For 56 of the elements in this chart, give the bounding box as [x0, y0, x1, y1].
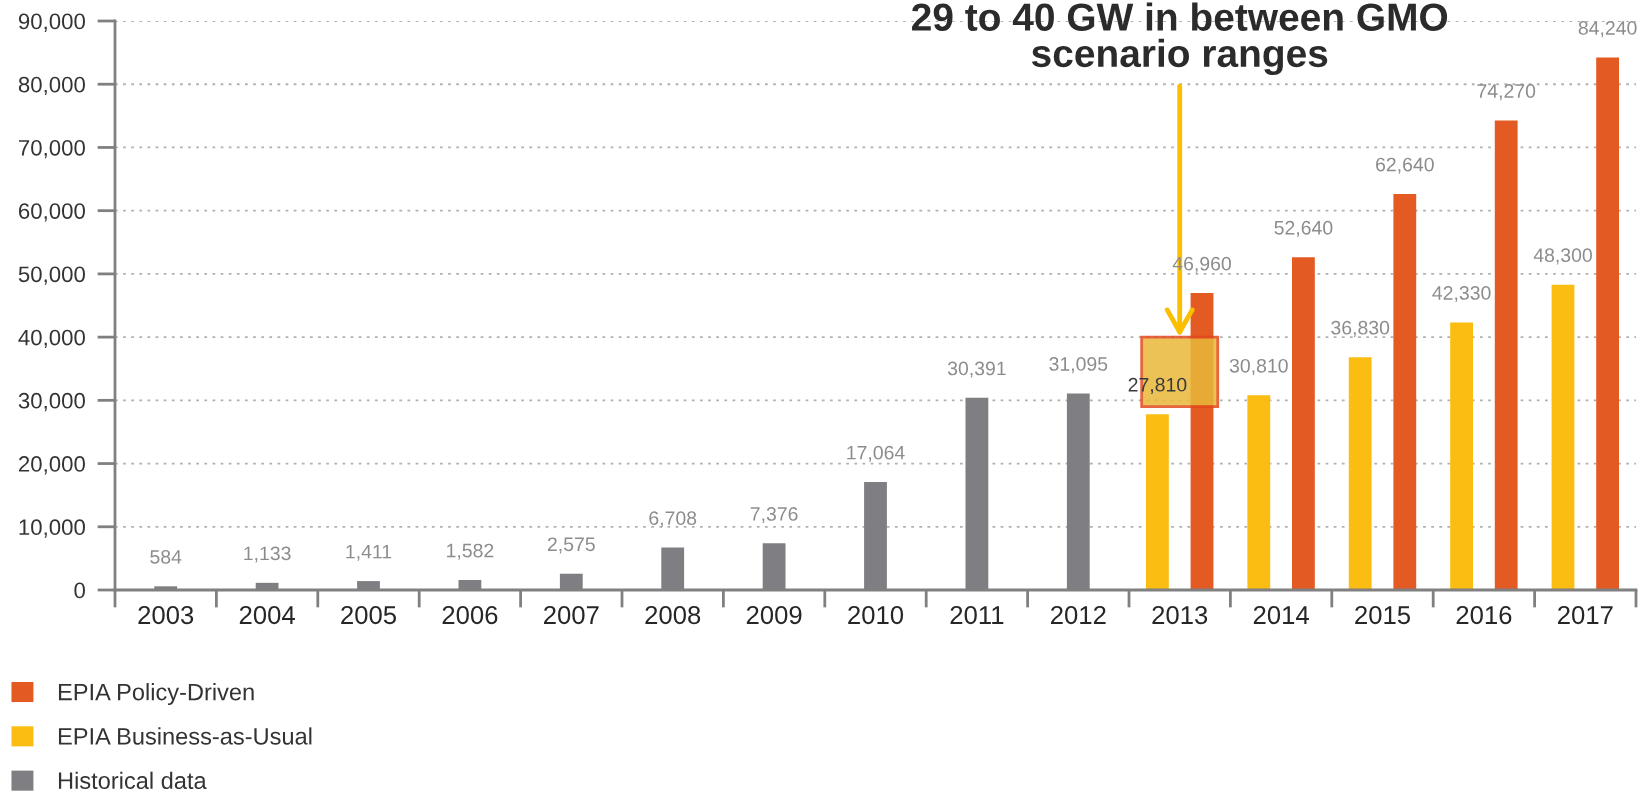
bar: [1292, 257, 1315, 590]
x-tick-label: 2016: [1456, 605, 1512, 625]
y-tick-label: 10,000: [19, 519, 85, 538]
x-tick-label: 2017: [1558, 605, 1613, 625]
data-label: 1,582: [447, 543, 494, 560]
bar: [1596, 57, 1620, 590]
data-label: 48,300: [1533, 248, 1592, 265]
legend-label: EPIA Policy-Driven: [58, 683, 254, 706]
y-tick-label: 20,000: [18, 456, 85, 475]
y-tick-label: 0: [74, 582, 85, 599]
data-label: 84,240: [1578, 21, 1637, 38]
data-label: 52,640: [1274, 220, 1333, 237]
x-tick-label: 2004: [239, 605, 295, 625]
y-tick-label: 70,000: [19, 139, 85, 159]
data-label: 30,810: [1229, 358, 1288, 375]
data-label: 74,270: [1477, 84, 1536, 101]
y-tick-label: 90,000: [18, 13, 85, 32]
data-label: 17,064: [847, 445, 905, 462]
y-tick-label: 30,000: [18, 392, 85, 412]
bar: [1551, 284, 1575, 590]
x-tick-label: 2009: [746, 605, 802, 625]
x-tick-label: 2006: [442, 605, 498, 625]
x-tick-label: 2003: [138, 605, 194, 625]
bar: [1393, 193, 1417, 590]
data-label: 1,411: [346, 544, 392, 561]
bar: [1247, 395, 1271, 590]
data-label: 584: [150, 549, 182, 564]
x-tick-label: 2007: [544, 605, 599, 625]
annotation: 29 to 40 GW in between GMO scenario ranges: [912, 2, 1448, 76]
bar: [1145, 414, 1169, 590]
data-label: 1,133: [244, 546, 291, 563]
x-tick-label: 2012: [1051, 605, 1106, 625]
data-label: 30,391: [947, 361, 1006, 378]
y-tick-label: 60,000: [19, 203, 85, 222]
y-tick-label: 40,000: [18, 329, 85, 349]
bar: [1450, 322, 1473, 590]
data-label: 2,575: [547, 537, 595, 554]
legend-label: Historical data: [58, 771, 207, 789]
data-label: 31,095: [1049, 357, 1108, 374]
bar: [1348, 357, 1372, 590]
x-tick-label: 2011: [950, 605, 1004, 625]
data-label: 6,708: [649, 511, 697, 528]
data-label: 42,330: [1432, 286, 1491, 303]
data-label: 7,376: [750, 507, 798, 524]
x-tick-label: 2010: [848, 605, 904, 625]
x-tick-label: 2015: [1355, 605, 1411, 625]
legend-label: EPIA Business-as-Usual: [58, 727, 312, 745]
x-tick-label: 2014: [1253, 605, 1309, 625]
data-label: 36,830: [1331, 320, 1390, 337]
bar: [1494, 120, 1518, 590]
data-label: 62,640: [1376, 157, 1434, 174]
x-tick-label: 2005: [341, 605, 397, 625]
x-tick-label: 2008: [645, 605, 701, 625]
y-tick-label: 80,000: [18, 76, 85, 96]
x-tick-label: 2013: [1152, 605, 1208, 625]
y-tick-label: 50,000: [18, 266, 85, 285]
